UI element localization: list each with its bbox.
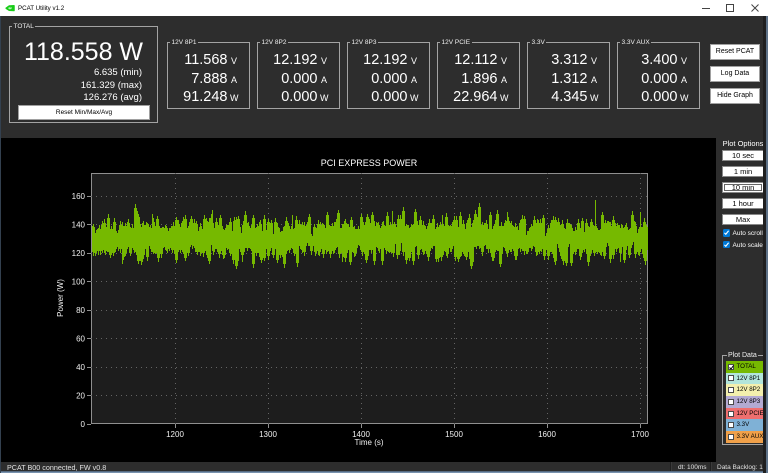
svg-text:Time (s): Time (s)	[354, 438, 383, 447]
svg-text:Power (W): Power (W)	[56, 279, 65, 317]
svg-text:1600: 1600	[538, 430, 556, 439]
svg-text:100: 100	[72, 277, 86, 286]
svg-text:0: 0	[81, 420, 86, 429]
svg-text:160: 160	[72, 192, 86, 201]
svg-text:40: 40	[76, 363, 85, 372]
svg-text:PCI EXPRESS POWER: PCI EXPRESS POWER	[321, 158, 418, 168]
svg-text:140: 140	[72, 220, 86, 229]
svg-text:80: 80	[76, 306, 85, 315]
svg-text:60: 60	[76, 334, 85, 343]
svg-text:20: 20	[76, 391, 85, 400]
svg-text:1300: 1300	[259, 430, 277, 439]
svg-text:1500: 1500	[445, 430, 463, 439]
svg-text:1700: 1700	[631, 430, 649, 439]
svg-text:1400: 1400	[352, 430, 370, 439]
svg-text:1200: 1200	[166, 430, 184, 439]
svg-text:120: 120	[72, 249, 86, 258]
